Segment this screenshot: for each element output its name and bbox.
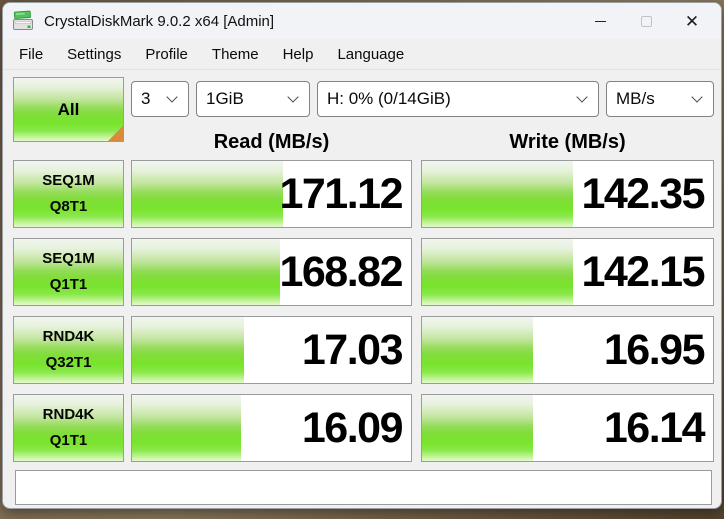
read-result-cell: 17.03 xyxy=(131,316,412,384)
chevron-down-icon xyxy=(691,91,703,103)
close-icon: ✕ xyxy=(684,11,700,31)
chevron-down-icon xyxy=(576,91,588,103)
crystaldiskmark-app-icon xyxy=(13,10,33,30)
read-result-value: 171.12 xyxy=(279,169,403,218)
test-size-select[interactable]: 1GiB xyxy=(196,81,310,117)
test-label-line2: Q1T1 xyxy=(49,432,88,449)
test-label-line1: RND4K xyxy=(42,405,95,423)
minimize-button[interactable] xyxy=(577,3,623,39)
target-drive-select[interactable]: H: 0% (0/14GiB) xyxy=(317,81,599,117)
write-result-cell: 142.35 xyxy=(421,160,714,228)
result-bar-fill xyxy=(132,239,280,305)
maximize-icon xyxy=(640,15,652,27)
test-size-value: 1GiB xyxy=(206,89,244,108)
menu-bar: File Settings Profile Theme Help Languag… xyxy=(3,39,721,70)
app-window: CrystalDiskMark 9.0.2 x64 [Admin] ✕ File… xyxy=(2,2,722,509)
resize-corner-triangle xyxy=(108,126,123,141)
title-bar: CrystalDiskMark 9.0.2 x64 [Admin] ✕ xyxy=(3,3,721,39)
test-button-rnd4k-q1t1[interactable]: RND4K Q1T1 xyxy=(13,394,124,462)
test-label-line2: Q8T1 xyxy=(49,198,88,215)
result-bar-fill xyxy=(422,239,574,305)
comment-input[interactable] xyxy=(15,470,712,505)
menu-item-profile[interactable]: Profile xyxy=(145,45,188,63)
test-button-seq1m-q8t1[interactable]: SEQ1M Q8T1 xyxy=(13,160,124,228)
menu-item-help[interactable]: Help xyxy=(282,45,314,63)
result-bar-fill xyxy=(132,395,241,461)
menu-item-language[interactable]: Language xyxy=(337,45,405,63)
run-all-button[interactable]: All xyxy=(13,77,124,142)
write-column-header: Write (MB/s) xyxy=(509,130,626,153)
test-count-select[interactable]: 3 xyxy=(131,81,189,117)
menu-item-settings[interactable]: Settings xyxy=(67,45,122,63)
test-button-seq1m-q1t1[interactable]: SEQ1M Q1T1 xyxy=(13,238,124,306)
write-result-value: 16.95 xyxy=(603,325,706,374)
test-button-rnd4k-q32t1[interactable]: RND4K Q32T1 xyxy=(13,316,124,384)
result-bar-fill xyxy=(422,161,574,227)
chevron-down-icon xyxy=(287,91,299,103)
maximize-button[interactable] xyxy=(623,3,669,39)
unit-value: MB/s xyxy=(616,89,655,108)
test-label-line1: RND4K xyxy=(42,327,95,345)
run-all-label: All xyxy=(57,99,80,119)
result-bar-fill xyxy=(422,317,533,383)
write-result-cell: 16.95 xyxy=(421,316,714,384)
write-result-value: 142.35 xyxy=(581,169,705,218)
window-title: CrystalDiskMark 9.0.2 x64 [Admin] xyxy=(44,12,275,30)
minimize-icon xyxy=(594,20,606,22)
test-count-value: 3 xyxy=(141,89,151,108)
read-result-cell: 168.82 xyxy=(131,238,412,306)
write-result-value: 142.15 xyxy=(581,247,705,296)
result-bar-fill xyxy=(422,395,533,461)
unit-select[interactable]: MB/s xyxy=(606,81,714,117)
menu-item-file[interactable]: File xyxy=(19,45,44,63)
menu-item-theme[interactable]: Theme xyxy=(211,45,259,63)
read-result-value: 16.09 xyxy=(301,403,404,452)
close-button[interactable]: ✕ xyxy=(669,3,715,39)
window-controls: ✕ xyxy=(577,3,721,39)
read-result-cell: 171.12 xyxy=(131,160,412,228)
read-result-value: 168.82 xyxy=(279,247,403,296)
test-label-line2: Q32T1 xyxy=(45,354,92,371)
read-result-value: 17.03 xyxy=(301,325,404,374)
target-drive-value: H: 0% (0/14GiB) xyxy=(327,89,451,108)
result-bar-fill xyxy=(132,317,244,383)
read-column-header: Read (MB/s) xyxy=(213,130,330,153)
test-label-line1: SEQ1M xyxy=(42,171,95,189)
write-result-cell: 16.14 xyxy=(421,394,714,462)
chevron-down-icon xyxy=(166,91,178,103)
write-result-cell: 142.15 xyxy=(421,238,714,306)
read-result-cell: 16.09 xyxy=(131,394,412,462)
test-label-line2: Q1T1 xyxy=(49,276,88,293)
test-label-line1: SEQ1M xyxy=(42,249,95,267)
result-bar-fill xyxy=(132,161,283,227)
write-result-value: 16.14 xyxy=(603,403,706,452)
